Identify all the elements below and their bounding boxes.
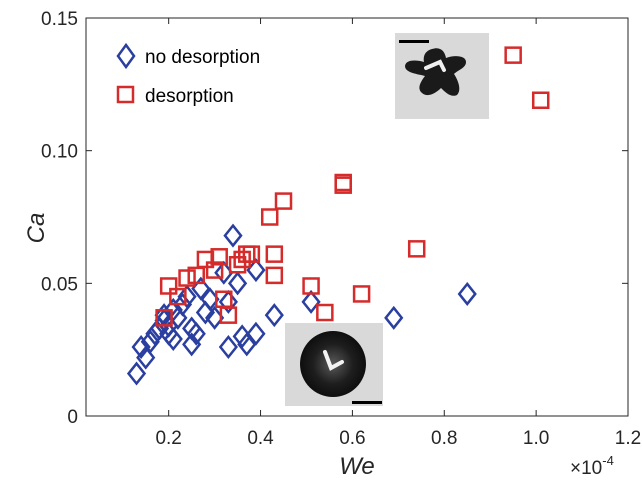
x-axis-multiplier-base: ×10 xyxy=(570,458,602,479)
x-tick-label: 1.0 xyxy=(523,428,549,449)
data-point-no-desorption xyxy=(186,321,206,346)
inset-image-star xyxy=(395,33,489,119)
legend-label-no-desorption: no desorption xyxy=(145,47,260,68)
data-point-desorption xyxy=(316,303,334,322)
data-point-desorption xyxy=(228,256,247,274)
data-point-desorption xyxy=(159,277,178,295)
y-tick-label: 0.15 xyxy=(41,9,78,30)
data-point-no-desorption xyxy=(126,361,147,386)
data-point-desorption xyxy=(352,285,371,303)
legend-marker-no-desorption xyxy=(116,42,136,70)
x-tick-label: 1.2 xyxy=(615,428,641,449)
x-tick-label: 0.2 xyxy=(155,428,181,449)
data-point-desorption xyxy=(302,277,320,295)
data-point-desorption xyxy=(219,306,238,324)
data-point-desorption xyxy=(210,248,228,266)
legend: no desorption desorption xyxy=(116,42,260,107)
data-point-desorption xyxy=(265,245,284,263)
data-point-no-desorption xyxy=(172,292,193,317)
data-point-no-desorption xyxy=(384,305,404,330)
data-point-desorption xyxy=(233,250,251,269)
data-point-desorption xyxy=(169,287,187,306)
x-tick-label: 0.6 xyxy=(339,428,365,449)
data-point-no-desorption xyxy=(218,289,238,314)
legend-marker-desorption xyxy=(116,85,135,104)
x-axis-multiplier-exponent: -4 xyxy=(602,453,614,468)
round-particle xyxy=(300,331,366,397)
x-axis-multiplier: ×10-4 xyxy=(570,453,614,479)
x-axis-label: We xyxy=(339,453,375,480)
scale-bar-top xyxy=(399,40,429,43)
data-point-no-desorption xyxy=(131,335,151,360)
data-point-desorption xyxy=(155,309,173,327)
y-tick-label: 0.10 xyxy=(41,142,78,163)
x-tick-label: 0.4 xyxy=(247,428,274,449)
data-point-desorption xyxy=(260,208,279,226)
data-point-no-desorption xyxy=(457,281,477,306)
data-point-desorption xyxy=(265,266,284,285)
scale-bar-bottom xyxy=(352,401,382,404)
axis-ticks xyxy=(86,17,629,417)
data-point-no-desorption xyxy=(163,327,183,352)
data-point-no-desorption xyxy=(140,329,160,354)
star-particle xyxy=(405,48,466,96)
y-tick-label: 0 xyxy=(67,407,78,428)
data-point-desorption xyxy=(504,46,522,64)
data-point-no-desorption xyxy=(264,303,284,328)
axis-tick-labels: 0.2 0.4 0.6 0.8 1.0 1.2 0 0.05 0.10 0.15 xyxy=(41,9,641,449)
data-point-no-desorption xyxy=(301,289,321,314)
data-point-no-desorption xyxy=(246,321,266,346)
data-point-no-desorption xyxy=(177,284,197,309)
data-point-no-desorption xyxy=(223,223,243,248)
data-point-desorption xyxy=(334,173,352,192)
legend-label-desorption: desorption xyxy=(145,86,234,107)
data-point-desorption xyxy=(531,91,550,110)
data-point-no-desorption xyxy=(145,321,165,346)
data-point-no-desorption xyxy=(227,271,248,296)
data-point-no-desorption xyxy=(218,335,238,360)
data-point-desorption xyxy=(178,269,196,287)
data-point-desorption xyxy=(242,245,261,263)
data-point-desorption xyxy=(407,240,426,258)
series-desorption-markers xyxy=(155,46,550,327)
x-tick-label: 0.8 xyxy=(431,428,457,449)
y-tick-label: 0.05 xyxy=(41,274,78,295)
data-point-no-desorption xyxy=(237,332,257,357)
data-point-desorption xyxy=(205,261,224,279)
data-point-no-desorption xyxy=(163,297,183,322)
data-point-desorption xyxy=(274,192,293,210)
inset-image-round xyxy=(285,323,383,406)
y-axis-label: Ca xyxy=(23,213,50,244)
data-point-desorption xyxy=(187,266,205,285)
data-point-no-desorption xyxy=(136,345,156,370)
